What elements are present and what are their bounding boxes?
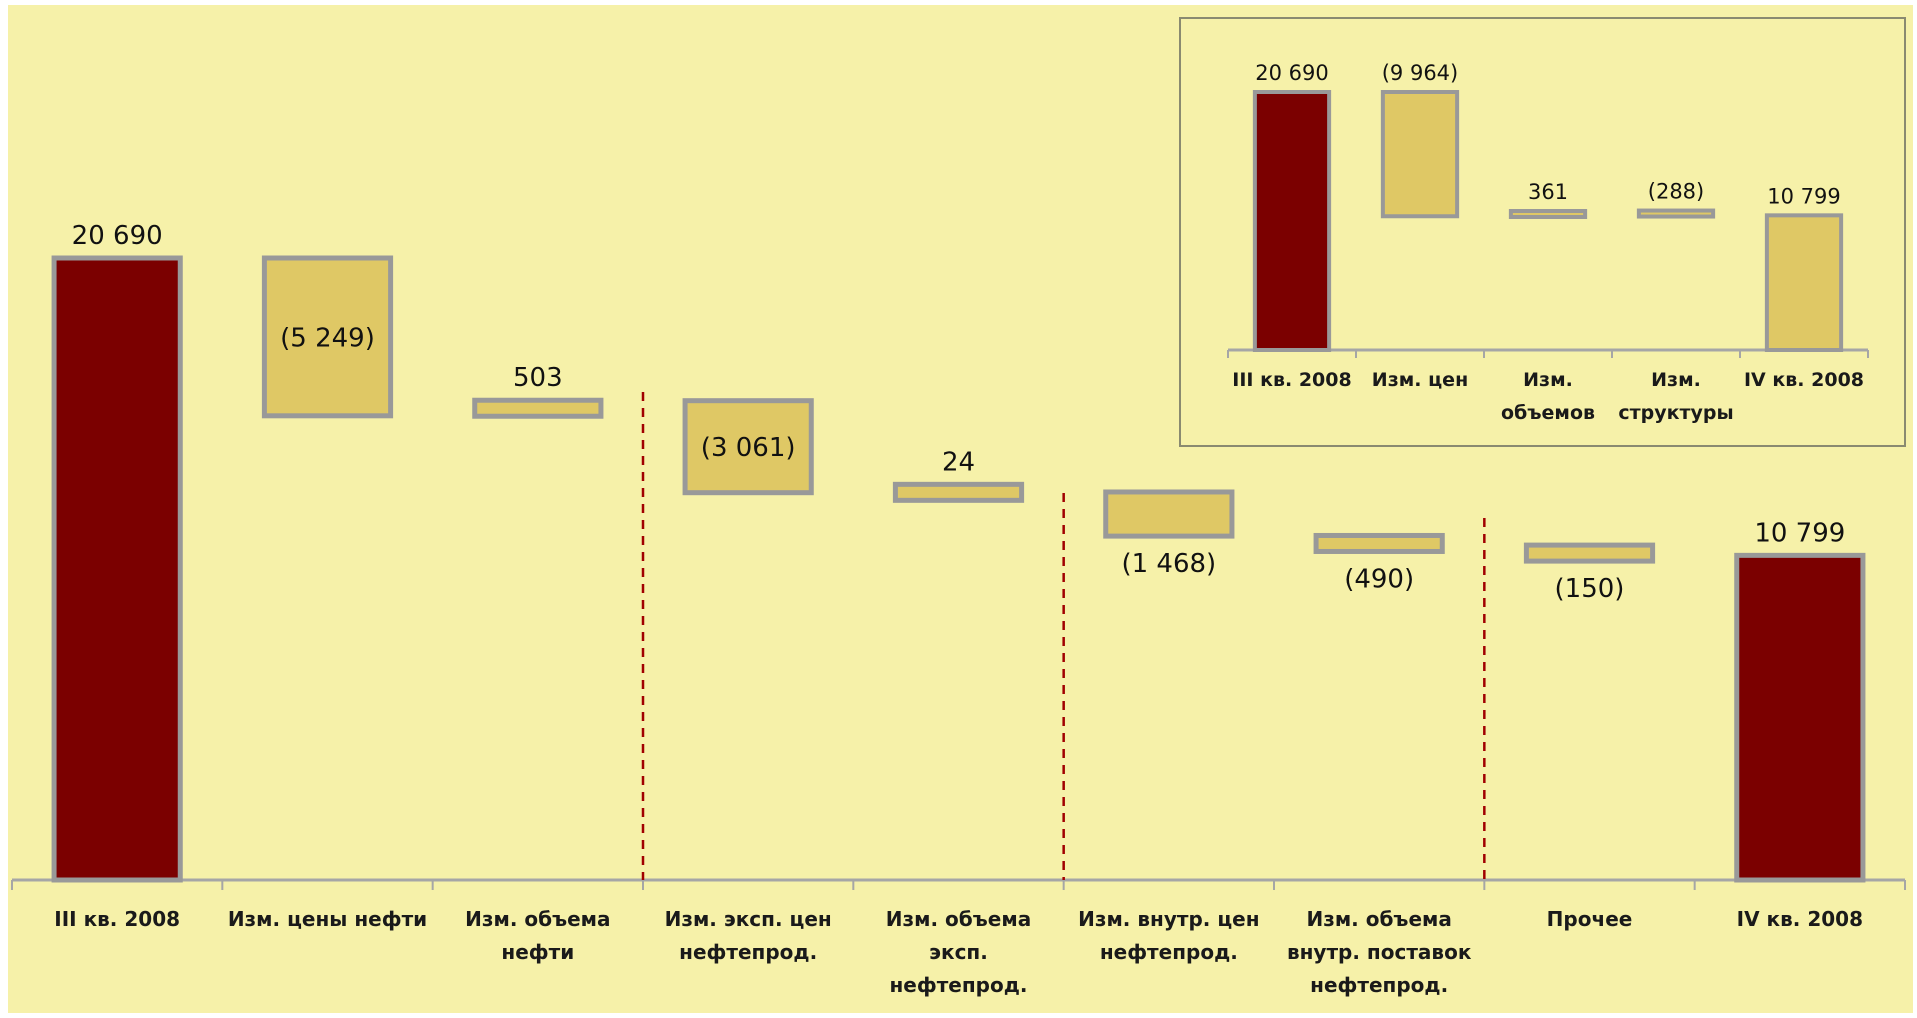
main-category-label: нефти xyxy=(501,940,574,964)
main-data-label: (150) xyxy=(1555,574,1625,604)
inset-bar xyxy=(1252,90,1332,352)
main-bar xyxy=(261,255,394,419)
main-category-label: III кв. 2008 xyxy=(54,907,180,931)
main-bar xyxy=(1734,552,1866,883)
chart-background xyxy=(8,5,1913,1013)
main-data-label: (3 061) xyxy=(701,433,796,463)
inset-data-label: (9 964) xyxy=(1382,61,1459,85)
inset-category-label: объемов xyxy=(1501,402,1595,424)
main-data-label: 503 xyxy=(513,363,563,393)
main-data-label: (1 468) xyxy=(1121,549,1216,579)
main-category-label: нефтепрод. xyxy=(889,973,1027,997)
main-bar xyxy=(1103,489,1235,539)
main-bar xyxy=(682,398,814,496)
main-category-label: внутр. поставок xyxy=(1287,940,1472,964)
main-category-label: Изм. объема xyxy=(1306,907,1451,931)
inset-bar xyxy=(1380,90,1460,219)
inset-bar xyxy=(1764,213,1844,352)
main-data-label: 10 799 xyxy=(1754,518,1845,548)
main-category-label: нефтепрод. xyxy=(1100,940,1238,964)
inset-waterfall: 20 690 III кв. 2008 (9 964) Изм. цен 361 Изм.… xyxy=(1227,61,1869,424)
inset-category-label: Изм. xyxy=(1651,369,1701,391)
main-data-label: (490) xyxy=(1344,565,1414,595)
main-category-label: Изм. объема xyxy=(465,907,610,931)
inset-data-label: (288) xyxy=(1648,180,1704,204)
main-category-label: Изм. цены нефти xyxy=(228,907,427,931)
main-data-label: 20 690 xyxy=(72,221,163,251)
main-waterfall: 20 690 III кв. 2008 (5 249) Изм. цены нефти… xyxy=(11,221,1906,997)
inset-category-label: Изм. xyxy=(1523,369,1573,391)
main-category-label: нефтепрод. xyxy=(679,940,817,964)
main-bar xyxy=(472,397,604,419)
inset-panel xyxy=(1179,17,1906,447)
main-category-label: нефтепрод. xyxy=(1310,973,1448,997)
inset-data-label: 10 799 xyxy=(1767,184,1840,208)
main-bar xyxy=(1523,542,1656,564)
main-category-label: Прочее xyxy=(1547,907,1633,931)
main-bar xyxy=(51,255,183,883)
main-data-label: 24 xyxy=(942,447,975,477)
inset-bar xyxy=(1636,208,1716,219)
inset-bar xyxy=(1508,208,1588,219)
inset-data-label: 361 xyxy=(1528,180,1568,204)
main-category-label: Изм. объема xyxy=(886,907,1031,931)
main-bar xyxy=(1313,532,1445,554)
inset-category-label: структуры xyxy=(1618,402,1733,424)
main-category-label: Изм. внутр. цен xyxy=(1078,907,1259,931)
main-category-label: IV кв. 2008 xyxy=(1737,907,1863,931)
main-category-label: Изм. эксп. цен xyxy=(665,907,832,931)
inset-category-label: IV кв. 2008 xyxy=(1744,369,1864,391)
main-bar xyxy=(892,481,1025,503)
inset-category-label: Изм. цен xyxy=(1372,369,1468,391)
main-data-label: (5 249) xyxy=(280,323,375,353)
inset-category-label: III кв. 2008 xyxy=(1232,369,1351,391)
inset-data-label: 20 690 xyxy=(1255,61,1328,85)
main-category-label: эксп. xyxy=(929,940,988,964)
